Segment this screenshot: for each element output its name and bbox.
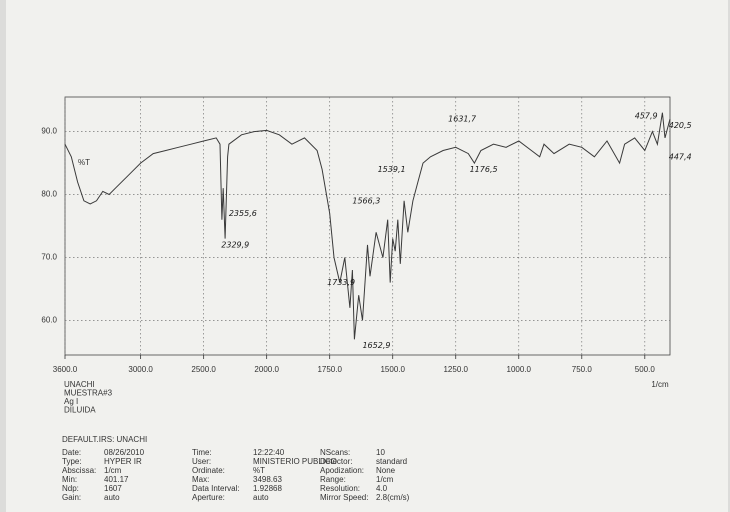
field-label: Range: [320,475,346,484]
field-value: 2.8(cm/s) [376,493,410,502]
field-label: Detector: [320,457,352,466]
field-label: Ndp: [62,484,79,493]
field-value: 4.0 [376,484,388,493]
peak-annotation: 2355,6 [229,209,257,218]
field-label: Min: [62,475,77,484]
field-value: 1.92868 [253,484,282,493]
x-tick-label: 2000.0 [254,365,279,374]
sample-line: MUESTRA#3 [64,389,113,398]
field-value: None [376,466,396,475]
field-value: %T [253,466,265,475]
x-tick-label: 750.0 [572,365,593,374]
peak-annotation: 1652,9 [362,341,390,350]
peak-annotation: 457,9 [635,111,658,120]
field-value: auto [104,493,120,502]
field-label: NScans: [320,448,350,457]
peak-annotation: 420,5 [669,121,692,130]
field-value: 08/26/2010 [104,448,145,457]
peak-annotation: 1566,3 [352,196,380,205]
spectrum-line [64,112,671,340]
field-label: Apodization: [320,466,364,475]
x-tick-label: 1250.0 [443,365,468,374]
field-value: 12:22:40 [253,448,285,457]
field-label: Abscissa: [62,466,96,475]
y-tick-label: 60.0 [41,315,57,324]
field-label: User: [192,457,211,466]
sample-line: UNACHI [64,380,95,389]
field-value: 3498.63 [253,475,282,484]
field-label: Resolution: [320,484,360,493]
field-value: HYPER IR [104,457,142,466]
x-tick-label: 3000.0 [128,365,153,374]
y-tick-label: 80.0 [41,190,57,199]
field-value: 1607 [104,484,122,493]
y-tick-label: 70.0 [41,253,57,262]
peak-annotation: 1631,7 [448,115,477,124]
peak-annotation: 1539,1 [378,165,406,174]
field-value: 1/cm [376,475,394,484]
field-label: Data Interval: [192,484,240,493]
peak-annotation: 2329,9 [221,240,249,249]
field-value: 1/cm [104,466,122,475]
x-tick-label: 2500.0 [191,365,216,374]
field-value: 10 [376,448,385,457]
field-value: auto [253,493,269,502]
field-value: MINISTERIO PUBLICO [253,457,337,466]
y-axis-label: %T [78,158,90,167]
field-label: Type: [62,457,82,466]
field-label: Aperture: [192,493,225,502]
x-tick-label: 1000.0 [507,365,532,374]
peak-annotation: 447,4 [669,152,692,161]
x-tick-label: 1500.0 [380,365,405,374]
field-label: Gain: [62,493,81,502]
field-label: Max: [192,475,209,484]
x-axis-label: 1/cm [651,380,669,389]
file-line: DEFAULT.IRS: UNACHI [62,435,147,444]
sample-line: DILUIDA [64,406,96,415]
field-label: Ordinate: [192,466,225,475]
x-tick-label: 3600.0 [53,365,78,374]
field-value: 401.17 [104,475,129,484]
peak-annotation: 1176,5 [470,165,498,174]
field-label: Time: [192,448,212,457]
x-tick-label: 1750.0 [317,365,342,374]
field-label: Mirror Speed: [320,493,368,502]
y-tick-label: 90.0 [41,127,57,136]
x-tick-label: 500.0 [635,365,656,374]
peak-annotation: 1733,9 [327,278,355,287]
field-label: Date: [62,448,81,457]
sample-line: Ag I [64,397,78,406]
field-value: standard [376,457,407,466]
